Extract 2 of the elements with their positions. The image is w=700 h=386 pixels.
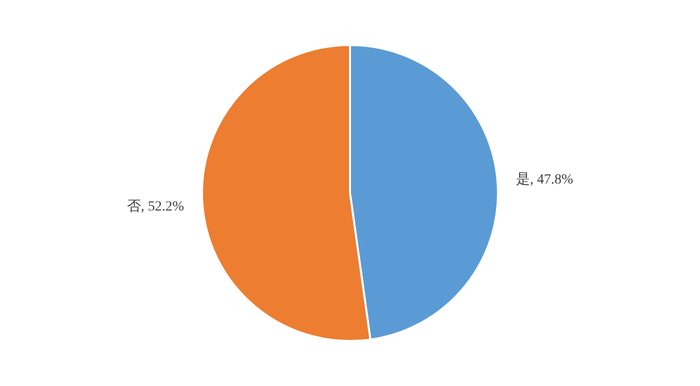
slice-label: 否, 52.2%: [126, 199, 184, 214]
slice-label: 是, 47.8%: [516, 172, 574, 188]
